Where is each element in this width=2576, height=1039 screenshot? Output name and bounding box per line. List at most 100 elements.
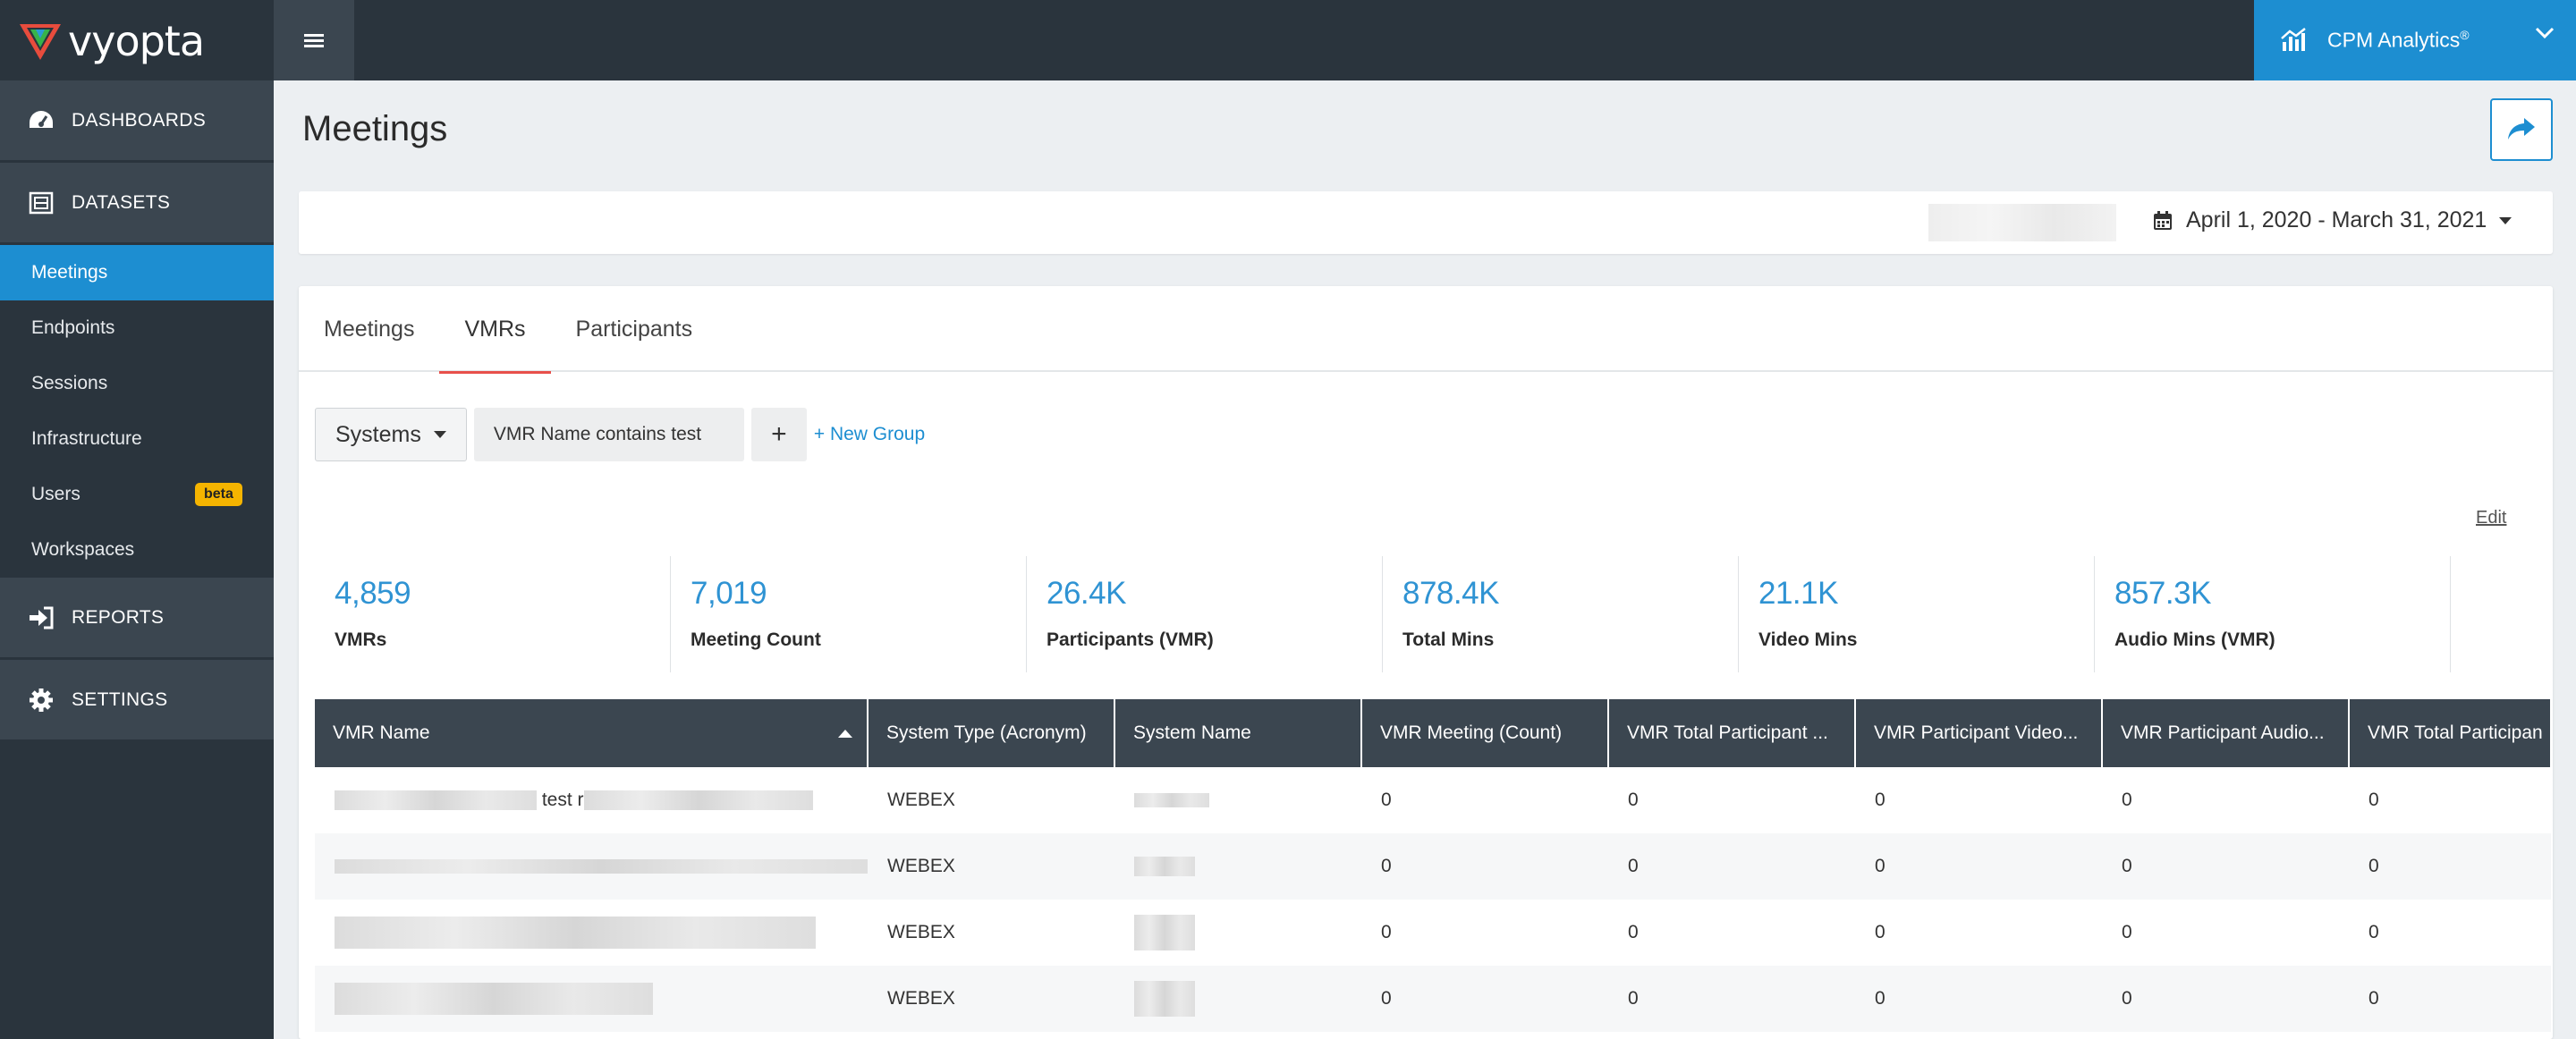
tab-bar: Meetings VMRs Participants — [299, 286, 2553, 374]
column-header-system-name[interactable]: System Name — [1114, 699, 1362, 767]
kpi-vmrs: 4,859 VMRs — [315, 556, 671, 672]
add-condition-button[interactable]: + — [750, 408, 807, 461]
cell-total-participant: 0 — [1608, 966, 1855, 1032]
redacted-filter — [1928, 204, 2116, 241]
cell-vmr-name: test r — [315, 767, 868, 833]
column-header-meeting-count[interactable]: VMR Meeting (Count) — [1361, 699, 1609, 767]
tab-vmrs[interactable]: VMRs — [439, 286, 551, 374]
caret-down-icon — [433, 431, 446, 438]
query-builder: Systems VMR Name contains test + + New G… — [315, 408, 925, 461]
tab-meetings[interactable]: Meetings — [299, 286, 439, 372]
redacted-text — [335, 859, 868, 874]
tab-label: Meetings — [324, 316, 415, 342]
kpi-meeting-count: 7,019 Meeting Count — [671, 556, 1027, 672]
menu-toggle-button[interactable] — [274, 0, 354, 80]
cell-participant-video: 0 — [1875, 790, 1885, 810]
top-bar: vyopta CPM Analytics® — [0, 0, 2576, 80]
kpi-value: 857.3K — [2114, 576, 2211, 611]
vyopta-logo-icon — [20, 24, 61, 60]
share-button[interactable] — [2490, 98, 2553, 161]
table-header-row: VMR Name System Type (Acronym) System Na… — [315, 699, 2552, 767]
table-row[interactable]: test r WEBEX 0 0 0 0 0 — [315, 767, 2551, 833]
cell-participant-audio: 0 — [2102, 966, 2349, 1032]
cell-participant-audio: 0 — [2102, 833, 2349, 900]
sidebar-item-workspaces[interactable]: Workspaces — [0, 522, 274, 578]
table-row[interactable]: WEBEX 0 0 0 0 0 — [315, 900, 2551, 966]
cell-vmr-name — [315, 833, 868, 900]
page-title: Meetings — [302, 109, 448, 148]
sidebar-item-infrastructure[interactable]: Infrastructure — [0, 411, 274, 467]
cell-total-participan: 0 — [2349, 966, 2551, 1032]
dataset-card: Meetings VMRs Participants Systems VMR N… — [299, 286, 2553, 1039]
cell-system-type: WEBEX — [887, 790, 955, 810]
cell-participant-audio: 0 — [2122, 922, 2132, 942]
sidebar-item-sessions[interactable]: Sessions — [0, 356, 274, 411]
kpi-value: 878.4K — [1402, 576, 1499, 611]
edit-kpis-link[interactable]: Edit — [2476, 508, 2507, 528]
kpi-label: Video Mins — [1758, 629, 1858, 650]
sidebar-section-reports[interactable]: REPORTS — [0, 578, 274, 660]
cell-meeting-count: 0 — [1381, 922, 1392, 942]
sidebar-item-users[interactable]: Users beta — [0, 467, 274, 522]
vmr-table: VMR Name System Type (Acronym) System Na… — [315, 699, 2552, 1032]
tab-participants[interactable]: Participants — [551, 286, 718, 372]
sidebar-item-label: Infrastructure — [31, 428, 142, 449]
kpi-total-mins: 878.4K Total Mins — [1383, 556, 1739, 672]
redacted-text — [583, 790, 813, 811]
cell-system-name — [1114, 833, 1361, 900]
kpi-value: 21.1K — [1758, 576, 1838, 611]
column-header-participant-audio[interactable]: VMR Participant Audio... — [2102, 699, 2350, 767]
filter-condition-chip[interactable]: VMR Name contains test — [473, 408, 744, 461]
column-header-total-participan[interactable]: VMR Total Participan — [2349, 699, 2552, 767]
product-switcher[interactable]: CPM Analytics® — [2254, 0, 2576, 80]
redacted-text — [1134, 915, 1195, 950]
sidebar-item-label: Meetings — [31, 262, 108, 283]
condition-text: VMR Name contains test — [493, 424, 702, 444]
gear-icon — [27, 686, 55, 714]
cell-total-participant: 0 — [1628, 790, 1639, 810]
kpi-label: VMRs — [335, 629, 387, 650]
sidebar-section-settings[interactable]: SETTINGS — [0, 660, 274, 742]
column-header-participant-video[interactable]: VMR Participant Video... — [1855, 699, 2103, 767]
systems-dropdown[interactable]: Systems — [315, 408, 467, 461]
kpi-value: 26.4K — [1046, 576, 1126, 611]
cell-meeting-count: 0 — [1361, 833, 1608, 900]
cell-meeting-count: 0 — [1381, 790, 1392, 810]
redacted-text — [335, 983, 653, 1015]
speedometer-icon — [27, 106, 55, 135]
column-header-total-participant[interactable]: VMR Total Participant ... — [1608, 699, 1856, 767]
cell-system-name — [1114, 966, 1361, 1032]
kpi-label: Participants (VMR) — [1046, 629, 1214, 650]
table-row[interactable]: WEBEX 0 0 0 0 0 — [315, 966, 2551, 1032]
cell-participant-video: 0 — [1855, 833, 2102, 900]
cell-system-name — [1114, 900, 1361, 966]
sidebar-section-dashboards[interactable]: DASHBOARDS — [0, 80, 274, 163]
cell-system-type: WEBEX — [868, 966, 1114, 1032]
column-header-system-type[interactable]: System Type (Acronym) — [868, 699, 1115, 767]
redacted-text — [1134, 793, 1209, 808]
kpi-audio-mins: 857.3K Audio Mins (VMR) — [2095, 556, 2451, 672]
cell-vmr-name — [315, 900, 868, 966]
redacted-text — [1134, 981, 1195, 1017]
plus-icon: + — [771, 419, 787, 449]
sidebar-section-label: SETTINGS — [72, 688, 168, 710]
sidebar-section-label: DATASETS — [72, 191, 171, 213]
column-header-vmr-name[interactable]: VMR Name — [315, 699, 869, 767]
kpi-value: 7,019 — [691, 576, 767, 611]
cell-participant-video: 0 — [1855, 966, 2102, 1032]
sidebar-item-endpoints[interactable]: Endpoints — [0, 300, 274, 356]
tab-label: Participants — [575, 316, 693, 342]
brand-logo[interactable]: vyopta — [18, 16, 205, 66]
table-row[interactable]: WEBEX 0 0 0 0 0 — [315, 833, 2551, 900]
brand-name: vyopta — [68, 17, 205, 65]
cell-total-participant: 0 — [1608, 833, 1855, 900]
hamburger-icon — [304, 31, 324, 50]
sidebar-section-datasets[interactable]: DATASETS — [0, 163, 274, 245]
redacted-text — [335, 917, 816, 949]
chevron-down-icon — [2535, 27, 2555, 39]
tab-label: VMRs — [464, 316, 526, 342]
share-arrow-icon — [2508, 118, 2535, 139]
new-group-link[interactable]: + New Group — [813, 424, 926, 444]
date-range-picker[interactable]: April 1, 2020 - March 31, 2021 — [2152, 207, 2512, 233]
sidebar-item-meetings[interactable]: Meetings — [0, 245, 274, 300]
